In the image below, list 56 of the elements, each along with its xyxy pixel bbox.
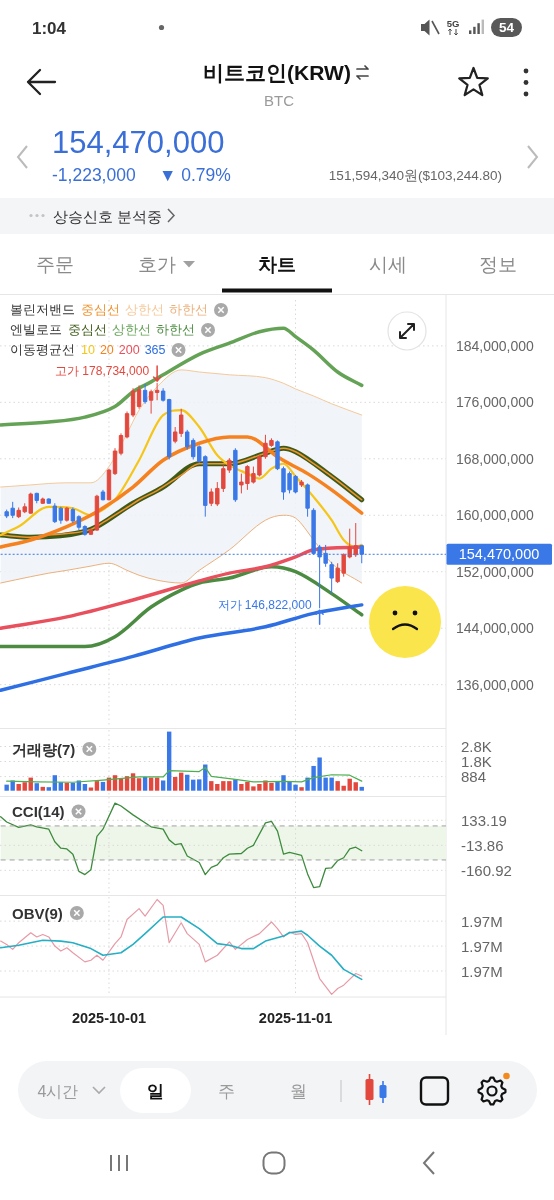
y-tick-label: 152,000,000 <box>456 563 535 580</box>
text: 5G <box>446 17 460 29</box>
text: OBV(9) <box>12 904 63 922</box>
chart-subtitle: BTC <box>264 92 295 110</box>
text: 상한선 <box>112 323 151 337</box>
y-tick-label: 136,000,000 <box>456 676 535 693</box>
text: 정보 <box>479 253 517 275</box>
y-tick-label: 168,000,000 <box>456 450 535 467</box>
annotation: 볼린저밴드 <box>10 303 75 317</box>
text: -1,223,000 <box>52 165 136 185</box>
y-tick-label: 176,000,000 <box>456 394 535 411</box>
annotation: 엔빌로프 <box>10 323 62 337</box>
y-tick-label: 1.8K <box>461 753 492 771</box>
text: 54 <box>498 20 515 35</box>
y-tick-label: 184,000,000 <box>456 337 535 354</box>
text: 시세 <box>369 253 407 275</box>
y-tick-label: -160.92 <box>461 861 512 879</box>
text: 상승신호 분석중 <box>53 207 163 225</box>
annotation: 154,470,000 <box>458 546 540 563</box>
chart-title: CCI(14) <box>12 803 65 820</box>
text: ▼ 0.79% <box>159 165 231 185</box>
y-tick-label: 2.8K <box>461 737 492 755</box>
text: 365 <box>144 343 166 357</box>
text: 호가 <box>138 253 176 275</box>
text: 상한선 <box>125 303 164 317</box>
text: 하한선 <box>169 303 208 317</box>
text: 거래량(7) <box>12 740 76 758</box>
text: 주문 <box>36 253 74 275</box>
y-tick-label: 160,000,000 <box>456 507 535 524</box>
annotation: 저가 146,822,000 <box>217 598 312 613</box>
y-tick-label: 1.97M <box>461 937 503 955</box>
text: 중심선 <box>68 323 107 337</box>
text: 일 <box>147 1081 164 1101</box>
text: 중심선 <box>81 303 120 317</box>
y-tick-label: 133.19 <box>461 811 507 829</box>
text: 1:04 <box>32 18 67 38</box>
text: 월 <box>290 1081 308 1101</box>
x-tick-label: 2025-10-01 <box>71 1010 147 1026</box>
text: 차트 <box>258 253 296 275</box>
text: 200 <box>118 343 140 357</box>
x-tick-label: 2025-11-01 <box>258 1010 333 1026</box>
chart-title: 비트코인(KRW) <box>203 60 351 84</box>
text: 4시간 <box>37 1082 79 1100</box>
text: 주 <box>217 1081 235 1101</box>
annotation: 고가 178,734,000 <box>55 364 150 379</box>
text: 하한선 <box>156 323 195 337</box>
text: 10 <box>81 343 95 357</box>
text: 154,470,000 <box>52 124 225 160</box>
annotation: 이동평균선 <box>10 343 75 357</box>
y-tick-label: 884 <box>461 768 487 786</box>
y-tick-label: 1.97M <box>461 962 503 980</box>
text: 20 <box>99 343 114 357</box>
text: 151,594,340원($103,244.80) <box>328 167 502 183</box>
y-tick-label: 144,000,000 <box>456 620 535 637</box>
y-tick-label: 1.97M <box>461 912 503 930</box>
y-tick-label: -13.86 <box>461 836 504 854</box>
